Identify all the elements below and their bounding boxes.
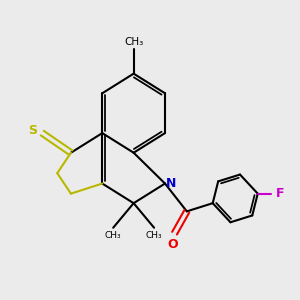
Text: N: N	[167, 177, 177, 190]
Text: S: S	[28, 124, 38, 137]
Text: CH₃: CH₃	[124, 37, 143, 47]
Text: F: F	[276, 187, 285, 200]
Text: CH₃: CH₃	[105, 231, 122, 240]
Text: CH₃: CH₃	[146, 231, 162, 240]
Text: O: O	[168, 238, 178, 251]
